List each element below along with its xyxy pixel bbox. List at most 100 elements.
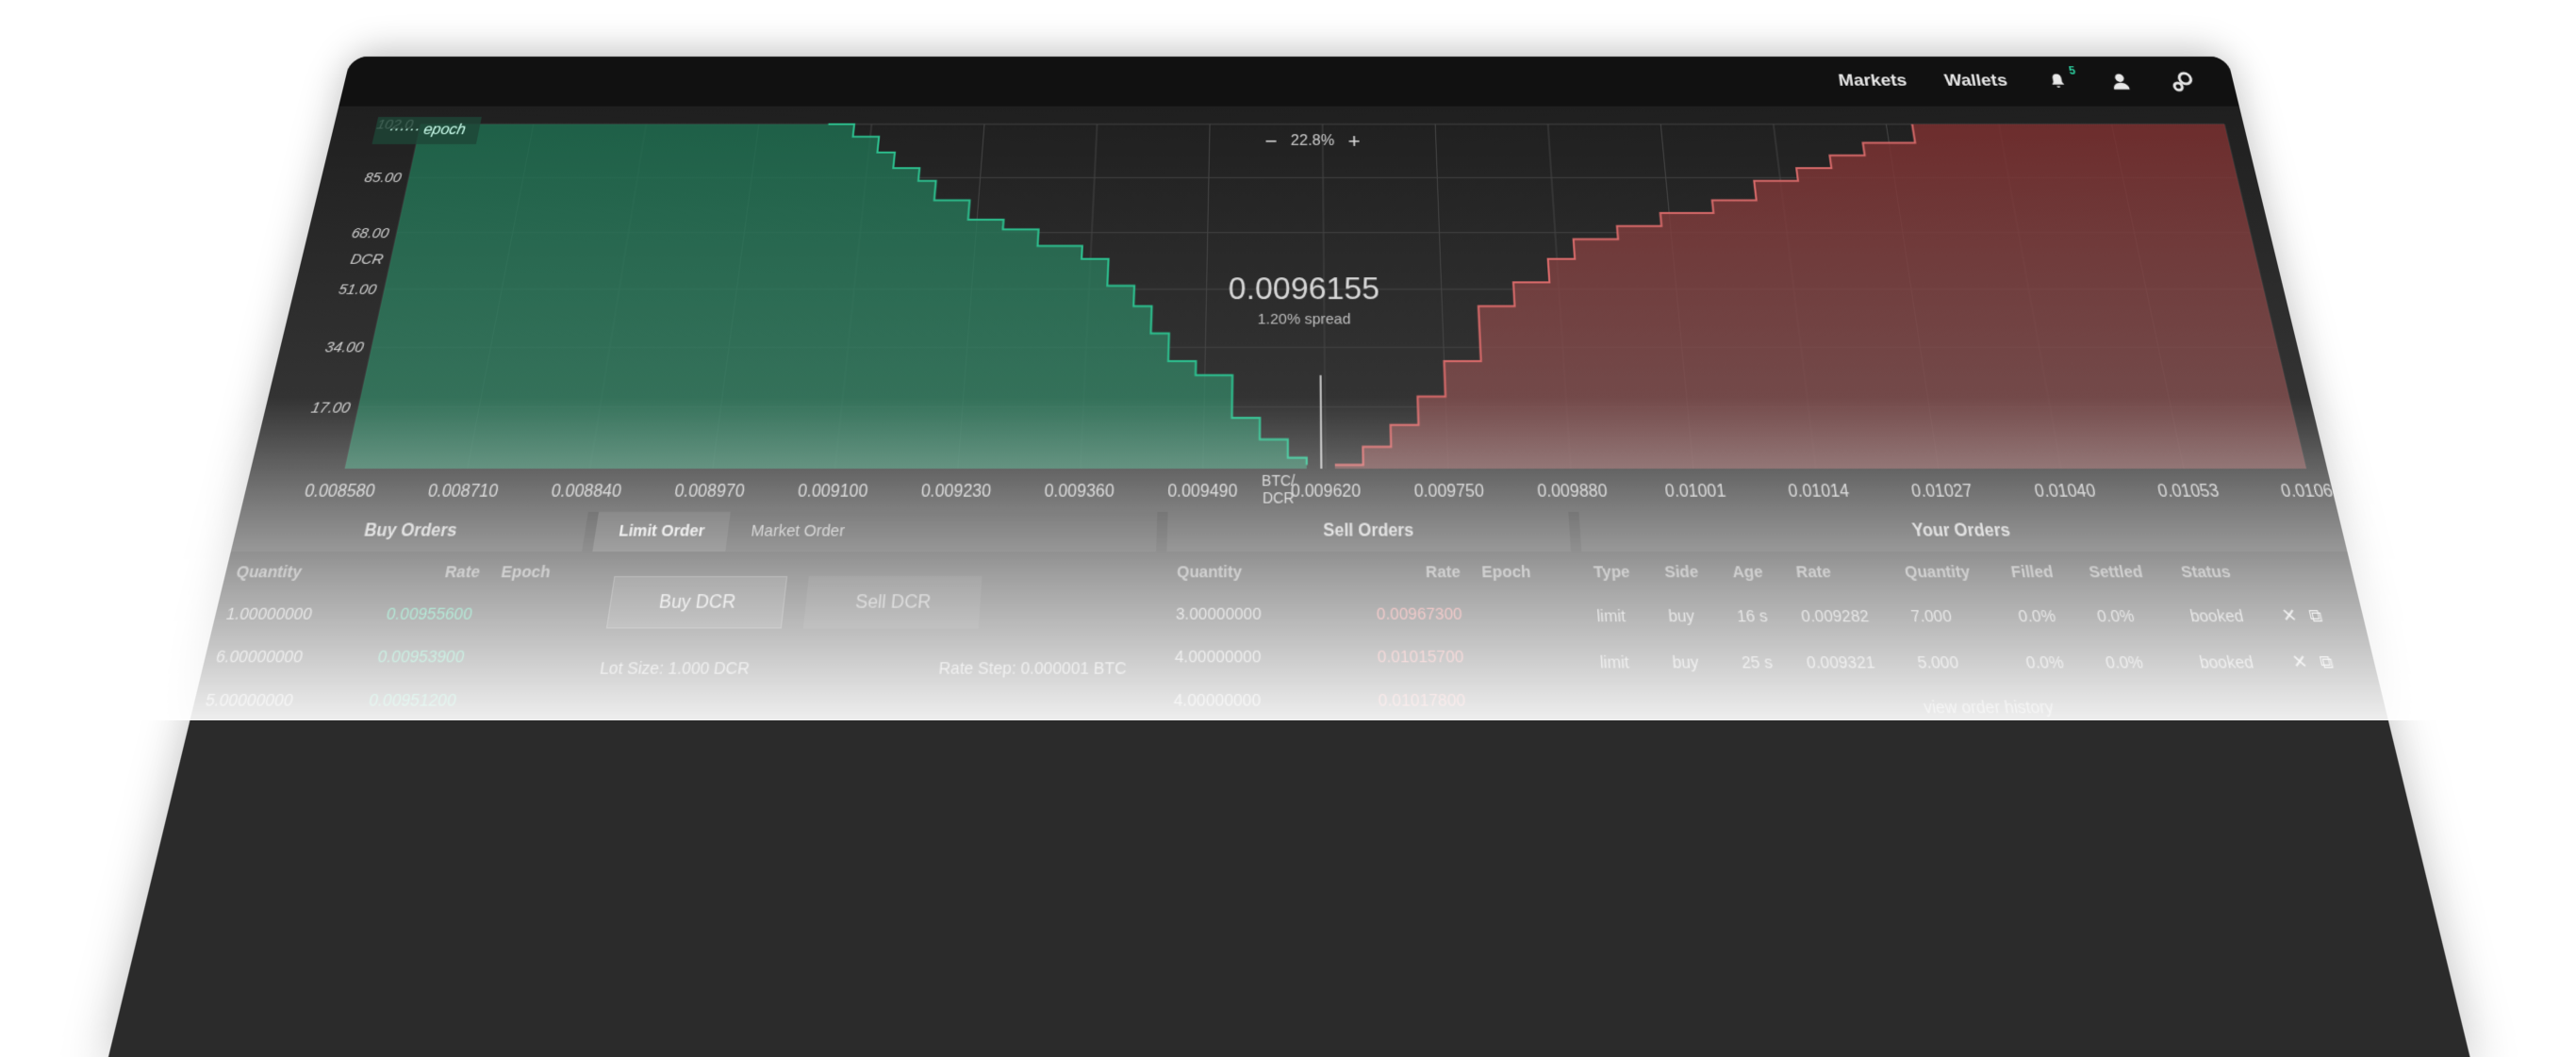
table-row[interactable]: 1.00000000 0.00955600	[210, 593, 575, 636]
order-settled: 0.0%	[2090, 639, 2193, 686]
your-orders-table: Type Side Age Rate Quantity Filled Settl…	[1581, 552, 2380, 685]
table-row[interactable]: 6.00000000 0.00953900	[200, 636, 568, 679]
your-orders-title: Your Orders	[1578, 512, 2347, 552]
order-side-buttons: Buy DCR Sell DCR	[576, 552, 1156, 654]
order-actions: ✕ ⧉	[2266, 593, 2368, 639]
external-link-icon[interactable]: ⧉	[2307, 606, 2324, 626]
table-row[interactable]: 4.00000000 0.01015700	[1164, 636, 1579, 679]
order-actions: ✕ ⧉	[2276, 639, 2380, 686]
buy-epoch	[479, 593, 575, 636]
col-side: Side	[1652, 552, 1724, 593]
order-settled: 0.0%	[2082, 593, 2184, 639]
cancel-order-icon[interactable]: ✕	[2280, 606, 2299, 626]
order-rate: 0.009282	[1788, 593, 1904, 639]
mid-price-label: 0.0096155 1.20% spread	[1153, 271, 1456, 328]
buy-rate: 0.00955600	[345, 593, 487, 636]
buy-orders-table: Quantity Rate Epoch 1.00000000 0.00955600…	[190, 552, 582, 722]
sell-epoch	[1476, 679, 1582, 723]
y-axis-label: DCR	[349, 252, 385, 268]
x-tick-label: 0.01040	[2033, 482, 2097, 501]
order-type-tabs: Limit Order Market Order	[592, 512, 1157, 552]
lot-size: Lot Size: 1.000 DCR	[599, 659, 751, 679]
buy-dcr-button[interactable]: Buy DCR	[606, 576, 787, 629]
sell-epoch	[1474, 636, 1579, 679]
buy-orders-panel: Buy Orders Quantity Rate Epoch 1.0000000…	[105, 512, 588, 1057]
order-type: limit	[1588, 639, 1664, 686]
order-age: 16 s	[1724, 593, 1792, 639]
dex-window: Markets Wallets 5 0.008580 0.008710 0.0088…	[105, 57, 2473, 1057]
y-tick-label: 51.00	[337, 282, 378, 298]
scene: Markets Wallets 5 0.008580 0.008710 0.0088…	[0, 0, 2576, 720]
x-tick-label: 0.008580	[303, 482, 377, 501]
y-tick-label: 34.00	[323, 339, 365, 356]
view-order-history-link[interactable]: view order history	[1591, 685, 2390, 730]
order-status: booked	[2174, 593, 2276, 639]
col-rate: Rate	[1318, 552, 1472, 593]
x-tick-label: 0.01027	[1910, 482, 1973, 501]
tab-limit-order[interactable]: Limit Order	[592, 512, 730, 552]
table-row[interactable]: limit buy 25 s 0.009321 5.000 0.0% 0.0% …	[1588, 639, 2380, 686]
buy-quantity: 6.00000000	[200, 636, 345, 679]
x-tick-label: 0.01001	[1664, 482, 1726, 501]
external-link-icon[interactable]: ⧉	[2318, 652, 2335, 672]
sell-quantity: 3.00000000	[1164, 593, 1319, 636]
zoom-control: − 22.8% +	[1264, 129, 1361, 153]
table-row[interactable]: 4.00000000 0.01017800	[1162, 679, 1581, 723]
order-form-panel: Limit Order Market Order Buy DCR Sell DC…	[509, 512, 1157, 1057]
zoom-in-button[interactable]: +	[1347, 129, 1361, 153]
x-tick-label: 0.01053	[2156, 482, 2221, 501]
col-rate: Rate	[354, 552, 494, 593]
legend-label: epoch	[422, 123, 468, 138]
table-row[interactable]: limit buy 16 s 0.009282 7.000 0.0% 0.0% …	[1584, 593, 2369, 639]
y-tick-label: 68.00	[350, 225, 390, 241]
sell-depth-area	[1331, 124, 2306, 469]
order-age: 25 s	[1728, 639, 1798, 686]
col-filled: Filled	[1997, 552, 2082, 593]
table-row[interactable]: 5.00000000 0.00951200	[190, 679, 561, 723]
buy-quantity: 5.00000000	[190, 679, 336, 723]
buy-rate: 0.00953900	[336, 636, 479, 679]
user-icon[interactable]	[2105, 70, 2135, 92]
nav-wallets[interactable]: Wallets	[1943, 72, 2009, 91]
x-tick-label: 0.01014	[1788, 482, 1851, 501]
sell-quantity: 4.00000000	[1162, 679, 1319, 723]
top-bar: Markets Wallets 5	[339, 57, 2239, 107]
x-axis-label: DCR	[1263, 489, 1295, 506]
x-tick-label: 0.01066	[2279, 482, 2337, 501]
y-tick-label: 85.00	[363, 171, 403, 186]
lower-panels: Buy Orders Quantity Rate Epoch 1.0000000…	[105, 512, 2473, 1057]
settings-icon[interactable]	[2168, 70, 2198, 92]
nav-markets[interactable]: Markets	[1838, 72, 1908, 91]
col-actions	[2257, 552, 2357, 593]
zoom-out-button[interactable]: −	[1264, 129, 1277, 153]
cancel-order-icon[interactable]: ✕	[2290, 652, 2309, 672]
col-epoch: Epoch	[487, 552, 582, 593]
buy-orders-title: Buy Orders	[231, 512, 588, 552]
bell-icon[interactable]: 5	[2043, 70, 2072, 92]
tab-market-order[interactable]: Market Order	[725, 512, 869, 552]
col-status: Status	[2167, 552, 2267, 593]
x-tick-label: 0.008840	[550, 482, 623, 501]
order-quantity: 5.000	[1904, 639, 2020, 686]
sell-rate: 0.00967300	[1319, 593, 1474, 636]
sell-quantity: 4.00000000	[1164, 636, 1320, 679]
sell-dcr-button[interactable]: Sell DCR	[803, 576, 983, 629]
legend-dash: ······	[387, 123, 425, 138]
table-row[interactable]: 3.00000000 0.00967300	[1164, 593, 1577, 636]
rate-step: Rate Step: 0.000001 BTC	[938, 659, 1127, 679]
x-tick-label: 0.009750	[1413, 482, 1484, 501]
zoom-level: 22.8%	[1291, 133, 1334, 149]
mid-price: 0.0096155	[1153, 271, 1454, 307]
x-tick-label: 0.009620	[1291, 482, 1361, 501]
buy-epoch	[463, 679, 561, 723]
depth-chart[interactable]: 0.008580 0.008710 0.008840 0.008970 0.009100…	[240, 107, 2337, 512]
sell-rate: 0.01015700	[1319, 636, 1476, 679]
sell-orders-table: Quantity Rate Epoch 3.00000000 0.00967300…	[1162, 552, 1581, 722]
your-orders-panel: Your Orders Type Side Age Rate Quantity …	[1578, 512, 2473, 1057]
order-status: booked	[2184, 639, 2287, 686]
col-age: Age	[1720, 552, 1788, 593]
order-side: buy	[1656, 593, 1728, 639]
order-type: limit	[1584, 593, 1660, 639]
col-type: Type	[1581, 552, 1656, 593]
sell-rate: 0.01017800	[1319, 679, 1478, 723]
